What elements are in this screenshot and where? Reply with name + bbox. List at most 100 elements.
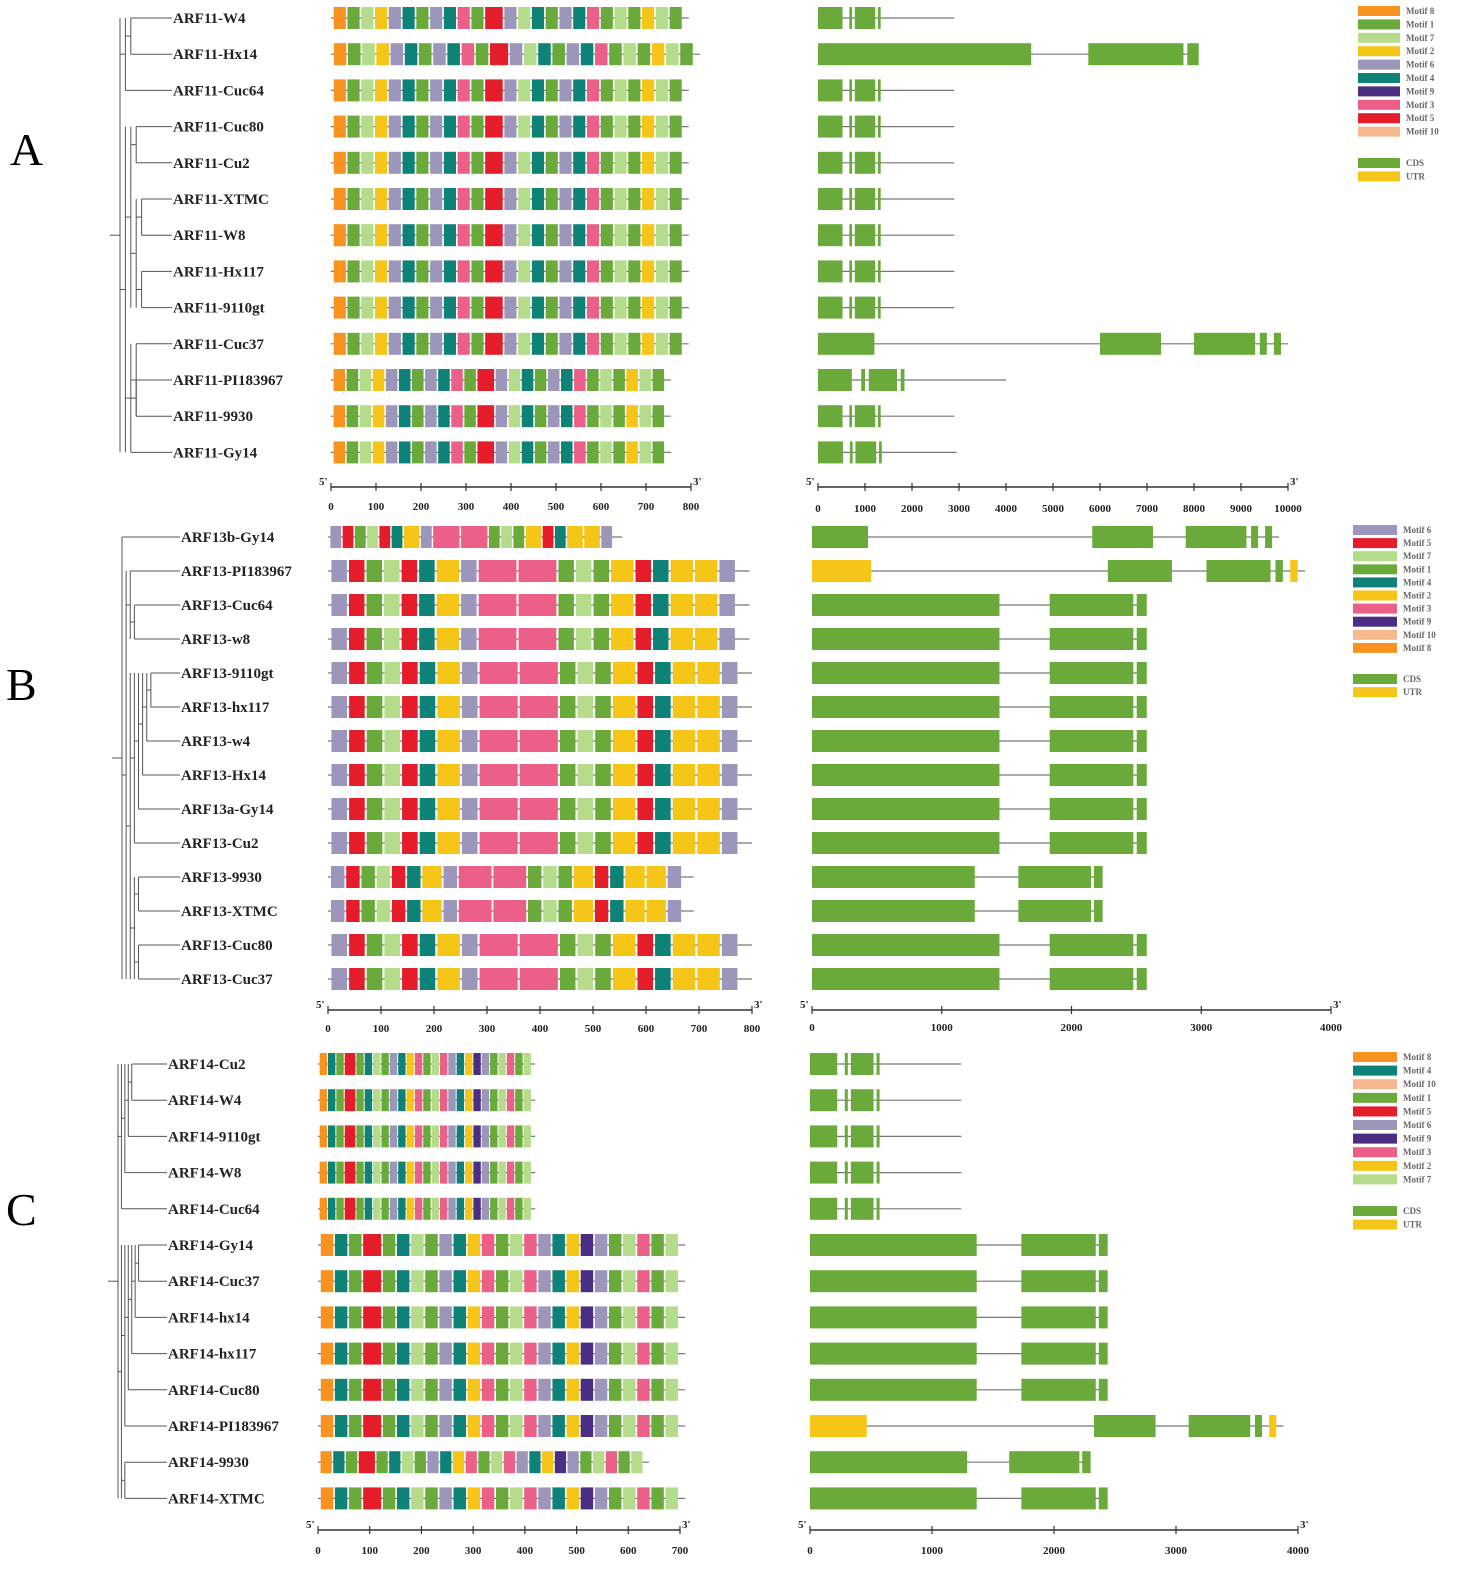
motif-box (637, 798, 654, 820)
motif-box (461, 696, 478, 718)
motif-box (510, 1415, 523, 1437)
motif-box (528, 900, 542, 922)
motif-box (464, 441, 476, 464)
legend-label: UTR (1406, 171, 1426, 181)
motif-box (580, 1487, 594, 1510)
motif-box (490, 1053, 498, 1075)
motif-box (485, 260, 503, 283)
cds-box (812, 628, 1000, 650)
tick-label: 0 (815, 503, 821, 515)
motif-box (453, 1306, 466, 1329)
motif-box (361, 224, 374, 247)
motif-box (361, 866, 375, 888)
panel-A: A ARF11-W4 ARF11-Hx14 ARF11-Cuc64 ARF11-Cuc8… (10, 6, 1439, 515)
motif-box (331, 696, 348, 718)
motif-box (667, 866, 682, 888)
motif-box (471, 79, 484, 102)
motif-box (554, 1451, 567, 1474)
motif-box (356, 1197, 364, 1220)
tick-label: 100 (368, 501, 385, 513)
motif-box (608, 1378, 622, 1401)
motif-box (545, 115, 558, 138)
motif-box (508, 441, 521, 464)
motif-box (577, 696, 594, 718)
legend-label: UTR (1403, 687, 1423, 697)
tick-label: 4000 (995, 503, 1018, 515)
gene-name: ARF11-Gy14 (173, 445, 258, 461)
cds-box (1049, 662, 1134, 684)
motif-box (384, 628, 400, 650)
motif-box (614, 79, 627, 102)
tick-label: 200 (426, 1023, 443, 1035)
motif-box (642, 296, 655, 319)
legend-label: Motif 6 (1403, 1120, 1432, 1130)
motif-box (453, 1487, 466, 1510)
motif-box (595, 764, 611, 786)
tick-label: 0 (315, 1545, 321, 1557)
motif-box (509, 43, 523, 66)
motif-box (401, 628, 418, 650)
gene-name: ARF14-hx14 (168, 1310, 250, 1326)
motif-box (534, 441, 547, 464)
motif-box (347, 43, 361, 66)
motif-box (523, 1197, 531, 1220)
motif-box (431, 1197, 439, 1220)
motif-box (411, 1234, 424, 1256)
motif-box (465, 1197, 473, 1220)
motif-box (422, 866, 442, 888)
motif-box (534, 405, 547, 428)
cds-box (812, 594, 1000, 616)
motif-box (457, 260, 470, 283)
cds-box (1049, 798, 1134, 820)
cds-box (810, 1270, 977, 1293)
motif-box (461, 526, 488, 548)
legend-swatch (1358, 6, 1400, 16)
motif-box (559, 224, 572, 247)
motif-box (652, 369, 665, 391)
motif-box (518, 188, 531, 210)
gene-name: ARF14-Cuc80 (168, 1383, 260, 1399)
motif-box (519, 934, 558, 956)
motif-box (398, 1089, 406, 1112)
gene-name: ARF11-Cuc80 (173, 120, 264, 136)
motif-box (439, 1053, 448, 1075)
tick-label: 1000 (931, 1022, 954, 1034)
motif-box (425, 1487, 438, 1510)
motif-box (452, 1451, 465, 1474)
motif-box (559, 188, 572, 210)
motif-box (330, 526, 342, 548)
gene-name: ARF11-W8 (173, 228, 246, 244)
motif-box (485, 296, 503, 319)
motif-box (327, 1053, 336, 1075)
cds-box (876, 1197, 880, 1220)
motif-box (390, 43, 404, 66)
motif-box (402, 730, 418, 752)
motif-box (456, 1161, 465, 1184)
motif-box (375, 332, 388, 355)
motif-box (559, 832, 576, 854)
motif-box (642, 151, 655, 174)
motif-box (595, 832, 611, 854)
cds-box (818, 151, 843, 174)
motif-box (381, 1089, 389, 1112)
motif-box (388, 260, 401, 283)
motif-box (545, 7, 558, 29)
motif-box (558, 560, 574, 582)
motif-box (453, 1342, 466, 1365)
motif-box (506, 1161, 515, 1184)
motif-box (515, 1125, 523, 1148)
motif-box (637, 1270, 650, 1293)
motif-box (639, 405, 652, 428)
motif-box (389, 1197, 398, 1220)
motif-box (425, 1270, 438, 1293)
motif-box (388, 224, 401, 247)
cds-box (854, 296, 876, 319)
motif-box (485, 151, 503, 174)
motif-box (559, 662, 576, 684)
motif-box (721, 832, 738, 854)
legend-swatch (1353, 1147, 1397, 1158)
motif-box (331, 968, 348, 990)
motif-box (388, 332, 401, 355)
motif-box (577, 662, 594, 684)
motif-box (618, 1451, 630, 1474)
